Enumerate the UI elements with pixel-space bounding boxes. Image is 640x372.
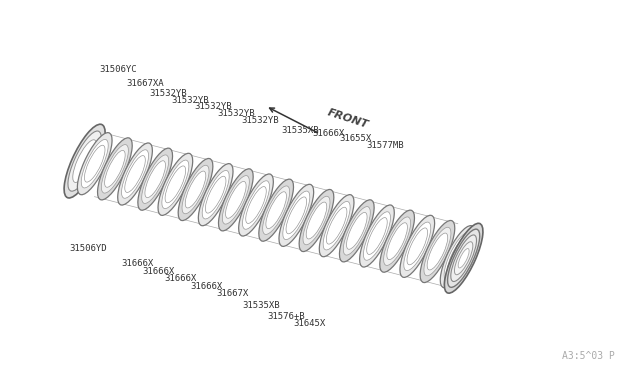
- Ellipse shape: [158, 153, 193, 215]
- Text: 31532YB: 31532YB: [241, 116, 279, 125]
- Ellipse shape: [97, 138, 132, 200]
- Ellipse shape: [259, 179, 294, 241]
- Ellipse shape: [185, 171, 206, 208]
- Text: 31667X: 31667X: [216, 289, 248, 298]
- Ellipse shape: [145, 161, 166, 198]
- Ellipse shape: [283, 191, 310, 240]
- Ellipse shape: [125, 155, 145, 192]
- Text: 31535XB: 31535XB: [242, 301, 280, 310]
- Ellipse shape: [286, 197, 307, 234]
- Ellipse shape: [454, 242, 473, 275]
- Ellipse shape: [279, 184, 314, 246]
- Ellipse shape: [323, 201, 350, 250]
- Ellipse shape: [424, 227, 451, 276]
- Text: 31535XB: 31535XB: [282, 126, 319, 135]
- Ellipse shape: [68, 131, 101, 191]
- Text: 31532YB: 31532YB: [194, 102, 232, 111]
- Text: 31666X: 31666X: [164, 274, 196, 283]
- Ellipse shape: [138, 148, 173, 210]
- Ellipse shape: [198, 164, 233, 226]
- Ellipse shape: [447, 229, 480, 287]
- Text: 31506YD: 31506YD: [69, 244, 107, 253]
- Text: 31666X: 31666X: [122, 259, 154, 267]
- Ellipse shape: [162, 160, 189, 209]
- Ellipse shape: [205, 176, 226, 213]
- Ellipse shape: [387, 223, 408, 260]
- Text: 31655X: 31655X: [339, 134, 371, 143]
- Ellipse shape: [444, 232, 471, 281]
- Text: 31532YB: 31532YB: [218, 109, 255, 118]
- Ellipse shape: [319, 195, 354, 257]
- Ellipse shape: [367, 218, 387, 254]
- Ellipse shape: [122, 150, 148, 198]
- Ellipse shape: [420, 221, 455, 283]
- Text: FRONT: FRONT: [326, 108, 370, 130]
- Ellipse shape: [306, 202, 327, 239]
- Text: 31532YB: 31532YB: [149, 89, 187, 97]
- Ellipse shape: [222, 176, 250, 224]
- Ellipse shape: [346, 212, 367, 249]
- Ellipse shape: [218, 169, 253, 231]
- Text: 31666X: 31666X: [142, 267, 174, 276]
- Ellipse shape: [380, 210, 415, 272]
- Ellipse shape: [400, 215, 435, 278]
- Ellipse shape: [165, 166, 186, 203]
- Text: 31666X: 31666X: [191, 282, 223, 291]
- Ellipse shape: [73, 140, 97, 182]
- Ellipse shape: [427, 233, 448, 270]
- Ellipse shape: [266, 192, 287, 229]
- Ellipse shape: [84, 145, 105, 182]
- Text: 31532YB: 31532YB: [171, 96, 209, 105]
- Ellipse shape: [451, 235, 477, 282]
- Ellipse shape: [299, 189, 334, 251]
- Ellipse shape: [225, 182, 246, 218]
- Ellipse shape: [182, 165, 209, 214]
- Ellipse shape: [118, 143, 152, 205]
- Ellipse shape: [303, 196, 330, 245]
- Text: 31645X: 31645X: [293, 319, 325, 328]
- Ellipse shape: [239, 174, 273, 236]
- Ellipse shape: [326, 207, 347, 244]
- Ellipse shape: [364, 212, 390, 260]
- Ellipse shape: [339, 200, 374, 262]
- Ellipse shape: [246, 187, 266, 224]
- Ellipse shape: [64, 124, 105, 198]
- Ellipse shape: [404, 222, 431, 270]
- Ellipse shape: [202, 170, 229, 219]
- Ellipse shape: [383, 217, 411, 266]
- Ellipse shape: [444, 223, 483, 293]
- Ellipse shape: [141, 155, 169, 203]
- Text: A3:5^03 P: A3:5^03 P: [561, 351, 614, 361]
- Text: 31666X: 31666X: [312, 129, 344, 138]
- Ellipse shape: [178, 158, 213, 221]
- Ellipse shape: [81, 140, 108, 188]
- Ellipse shape: [360, 205, 394, 267]
- Ellipse shape: [243, 181, 269, 229]
- Text: 31667XA: 31667XA: [126, 79, 164, 88]
- Ellipse shape: [104, 150, 125, 187]
- Ellipse shape: [343, 206, 371, 255]
- Ellipse shape: [262, 186, 290, 234]
- Ellipse shape: [447, 238, 468, 275]
- Ellipse shape: [77, 133, 112, 195]
- Text: 31506YC: 31506YC: [99, 65, 137, 74]
- Text: 31577MB: 31577MB: [367, 141, 404, 150]
- Ellipse shape: [440, 226, 475, 288]
- Ellipse shape: [101, 145, 129, 193]
- Ellipse shape: [407, 228, 428, 265]
- Ellipse shape: [458, 248, 469, 268]
- Text: 31576+B: 31576+B: [268, 312, 305, 321]
